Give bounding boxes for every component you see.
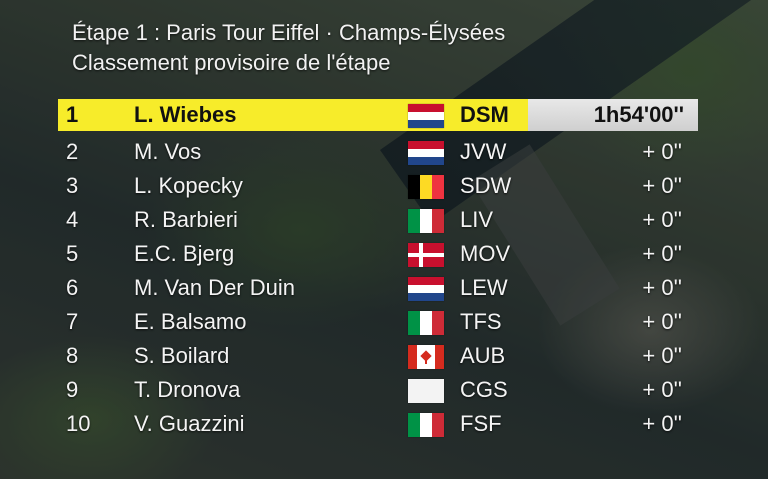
blank-flag-icon [408,379,444,403]
rider-gap: + 0'' [642,377,682,402]
rider-position: 9 [66,377,79,402]
denmark-flag-icon [408,243,444,267]
italy-flag-icon [408,311,444,335]
team-code: SDW [460,173,512,198]
netherlands-flag-icon [408,277,444,301]
rider-name: M. Vos [134,139,202,164]
italy-flag-icon [408,209,444,233]
rider-name: M. Van Der Duin [134,275,295,300]
rider-name: S. Boilard [134,343,230,368]
rider-name: E.C. Bjerg [134,241,235,266]
rider-name: E. Balsamo [134,309,247,334]
stage-title: Étape 1 : Paris Tour Eiffel · Champs-Ély… [72,20,506,45]
team-code: AUB [460,343,506,368]
standings-row: 10 V. Guazzini FSF + 0'' [58,408,698,440]
canada-flag-icon [408,345,444,369]
leader-time-box [528,99,698,131]
team-code: FSF [460,411,502,436]
rider-name: L. Kopecky [134,173,243,198]
rider-name: V. Guazzini [134,411,245,436]
rider-position: 10 [66,411,91,436]
rider-gap: + 0'' [642,241,682,266]
rider-gap: + 0'' [642,173,682,198]
belgium-flag-icon [408,175,444,199]
standings-row-leader: 1 L. Wiebes DSM 1h54'00'' [58,99,698,131]
rider-gap: + 0'' [642,411,682,436]
team-code: MOV [460,241,511,266]
rider-gap: + 0'' [642,343,682,368]
standings-row: 6 M. Van Der Duin LEW + 0'' [58,272,698,304]
rider-gap: + 0'' [642,275,682,300]
netherlands-flag-icon [408,141,444,165]
rider-name: T. Dronova [134,377,241,402]
team-code: LEW [460,275,508,300]
team-code: TFS [460,309,502,334]
rider-gap: + 0'' [642,139,682,164]
team-code: DSM [460,102,509,127]
italy-flag-icon [408,413,444,437]
standings-row: 2 M. Vos JVW + 0'' [58,136,698,168]
standings-row: 4 R. Barbieri LIV + 0'' [58,204,698,236]
stage-header: Étape 1 : Paris Tour Eiffel · Champs-Ély… [72,18,505,78]
rider-position: 8 [66,343,79,368]
rider-gap: + 0'' [642,207,682,232]
team-code: CGS [460,377,508,402]
standings-row: 3 L. Kopecky SDW + 0'' [58,170,698,202]
rider-position: 7 [66,309,79,334]
team-code: LIV [460,207,494,232]
rider-position: 1 [66,102,79,127]
standings-row: 8 S. Boilard AUB + 0'' [58,340,698,372]
rider-position: 3 [66,173,79,198]
rider-name: L. Wiebes [134,102,237,127]
rider-position: 6 [66,275,79,300]
rider-name: R. Barbieri [134,207,238,232]
team-code: JVW [460,139,507,164]
rider-position: 5 [66,241,79,266]
stage-subtitle: Classement provisoire de l'étape [72,50,391,75]
rider-gap: + 0'' [642,309,682,334]
leader-highlight-bar [58,99,528,131]
standings-row: 9 T. Dronova CGS + 0'' [58,374,698,406]
rider-position: 2 [66,139,79,164]
rider-time: 1h54'00'' [593,102,684,127]
standings-row: 5 E.C. Bjerg MOV + 0'' [58,238,698,270]
netherlands-flag-icon [408,104,444,128]
standings-row: 7 E. Balsamo TFS + 0'' [58,306,698,338]
rider-position: 4 [66,207,79,232]
